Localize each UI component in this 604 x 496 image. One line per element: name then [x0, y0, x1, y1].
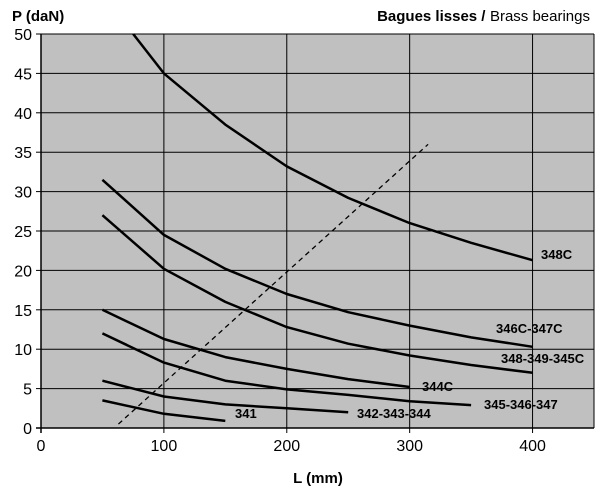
x-tick-label: 400 [519, 438, 546, 455]
series-label-342-343-344: 342-343-344 [357, 406, 431, 421]
tick-labels: 0 5 10 15 20 25 30 35 40 45 50 0 100 200 300 400 [14, 27, 546, 455]
series-labels: 348C 346C-347C 348-349-345C 344C 345-346-347… [235, 247, 585, 421]
x-tick-label: 300 [396, 438, 423, 455]
y-tick-label: 30 [14, 185, 32, 202]
series-line-345-346-347 [101, 332, 472, 407]
series-line-342-343-344 [102, 379, 349, 414]
series-line-348-349-345c [101, 214, 533, 375]
y-tick-label: 5 [23, 382, 32, 399]
x-tick-label: 200 [273, 438, 300, 455]
title-bold-part: Bagues lisses / [377, 8, 486, 25]
x-axis-title: L (mm) [293, 470, 343, 487]
x-tick-label: 100 [151, 438, 178, 455]
series-line-344c [101, 308, 410, 389]
y-tick-label: 20 [14, 263, 32, 280]
series-label-348c: 348C [541, 247, 573, 262]
y-tick-label: 15 [14, 303, 32, 320]
axes [36, 33, 594, 433]
y-tick-label: 35 [14, 145, 32, 162]
series-label-344c: 344C [422, 379, 454, 394]
y-tick-label: 25 [14, 224, 32, 241]
chart-title: Bagues lisses / Brass bearings [377, 8, 590, 25]
y-tick-label: 40 [14, 106, 32, 123]
y-axis-title: P (daN) [12, 8, 64, 25]
limit-dashed-line [117, 143, 429, 425]
series-lines [101, 33, 533, 425]
series-line-346c-347c [101, 178, 533, 349]
series-label-345-346-347: 345-346-347 [484, 397, 558, 412]
y-tick-label: 50 [14, 27, 32, 44]
x-tick-label: 0 [37, 438, 46, 455]
series-line-348c [132, 33, 533, 262]
y-tick-label: 45 [14, 66, 32, 83]
series-label-346c-347c: 346C-347C [496, 321, 563, 336]
series-label-341: 341 [235, 406, 257, 421]
series-line-341 [102, 399, 226, 423]
y-tick-label: 10 [14, 342, 32, 359]
title-normal-part: Brass bearings [490, 8, 590, 25]
y-tick-label: 0 [23, 421, 32, 438]
series-label-348-349-345c: 348-349-345C [501, 351, 585, 366]
